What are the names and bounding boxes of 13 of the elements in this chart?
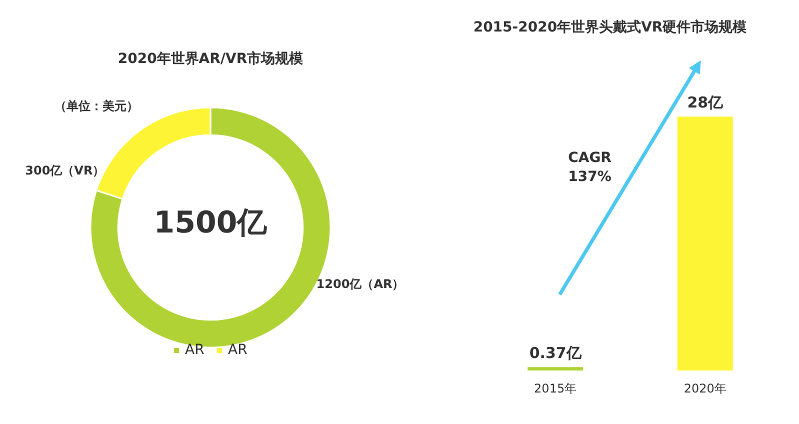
chart-title: 2015-2020年世界头戴式VR硬件市场规模 — [473, 18, 748, 36]
text: （单位：美元） — [54, 98, 138, 113]
data-label: 1200亿（AR） — [316, 277, 404, 292]
data-label: 28亿 — [687, 94, 724, 112]
data-label: 0.37亿 — [529, 344, 582, 362]
legend-label: AR — [185, 342, 205, 358]
text: 1500亿 — [154, 205, 268, 240]
chart-title: 2020年世界AR/VR市场规模 — [118, 50, 304, 68]
annotation: CAGR 137% — [568, 150, 612, 186]
legend-label: AR — [228, 342, 248, 358]
x-tick-label: 2020年 — [684, 382, 726, 396]
x-tick-label: 2015年 — [534, 382, 577, 396]
data-label: 300亿（VR） — [25, 164, 105, 178]
